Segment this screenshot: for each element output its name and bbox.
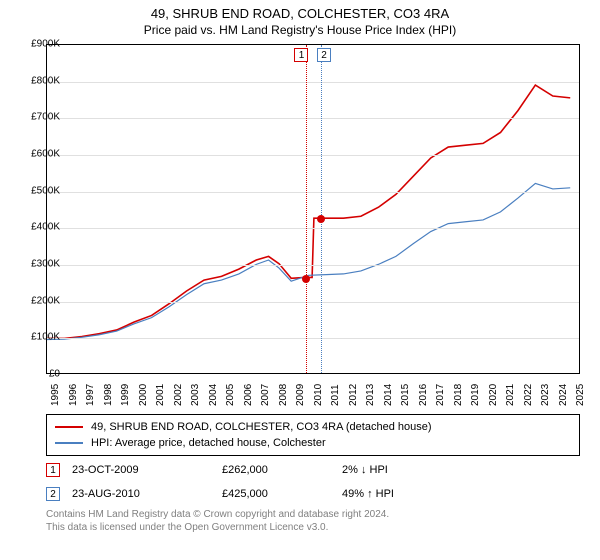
event-marker: 2: [46, 487, 60, 501]
y-axis-label: £200K: [31, 295, 60, 306]
marker-flag: 1: [294, 48, 308, 62]
x-axis-label: 2020: [488, 384, 499, 406]
legend-swatch: [55, 442, 83, 444]
license-line2: This data is licensed under the Open Gov…: [46, 521, 580, 534]
x-axis-label: 2008: [278, 384, 289, 406]
x-axis-label: 2024: [558, 384, 569, 406]
marker-flag: 2: [317, 48, 331, 62]
x-axis-label: 1998: [103, 384, 114, 406]
x-axis-label: 2001: [155, 384, 166, 406]
plot-area: [46, 44, 580, 374]
x-axis-label: 2023: [540, 384, 551, 406]
chart-title: 49, SHRUB END ROAD, COLCHESTER, CO3 4RA: [0, 6, 600, 21]
x-axis-label: 2006: [243, 384, 254, 406]
x-axis-label: 2002: [173, 384, 184, 406]
x-axis-label: 1995: [50, 384, 61, 406]
chart-container: { "title": "49, SHRUB END ROAD, COLCHEST…: [0, 0, 600, 560]
y-axis-label: £900K: [31, 39, 60, 50]
x-axis-label: 2021: [505, 384, 516, 406]
event-price: £262,000: [222, 464, 342, 476]
x-axis-label: 2013: [365, 384, 376, 406]
legend-item: 49, SHRUB END ROAD, COLCHESTER, CO3 4RA …: [55, 419, 571, 435]
gridline: [47, 265, 579, 266]
x-axis-label: 2004: [208, 384, 219, 406]
event-marker: 1: [46, 463, 60, 477]
x-axis-label: 2017: [435, 384, 446, 406]
y-axis-label: £800K: [31, 75, 60, 86]
legend-swatch: [55, 426, 83, 428]
x-axis-label: 2009: [295, 384, 306, 406]
series-price: [47, 85, 570, 338]
x-axis-label: 1997: [85, 384, 96, 406]
gridline: [47, 192, 579, 193]
event-delta: 49% ↑ HPI: [342, 488, 462, 500]
gridline: [47, 155, 579, 156]
x-axis-label: 2000: [138, 384, 149, 406]
x-axis-label: 2003: [190, 384, 201, 406]
x-axis-label: 2025: [575, 384, 586, 406]
marker-vline: [321, 45, 322, 373]
line-layer: [47, 45, 579, 373]
legend-box: 49, SHRUB END ROAD, COLCHESTER, CO3 4RA …: [46, 414, 580, 456]
x-axis-label: 2022: [523, 384, 534, 406]
y-axis-label: £0: [49, 369, 60, 380]
x-axis-label: 2015: [400, 384, 411, 406]
event-price: £425,000: [222, 488, 342, 500]
y-axis-label: £700K: [31, 112, 60, 123]
gridline: [47, 228, 579, 229]
legend-label: 49, SHRUB END ROAD, COLCHESTER, CO3 4RA …: [91, 421, 432, 433]
gridline: [47, 338, 579, 339]
y-axis-label: £400K: [31, 222, 60, 233]
series-hpi: [47, 183, 570, 339]
y-axis-label: £500K: [31, 185, 60, 196]
marker-dot: [317, 215, 325, 223]
x-axis-label: 2019: [470, 384, 481, 406]
x-axis-label: 1996: [68, 384, 79, 406]
event-date: 23-AUG-2010: [72, 488, 222, 500]
legend-label: HPI: Average price, detached house, Colc…: [91, 437, 326, 449]
gridline: [47, 302, 579, 303]
x-axis-label: 2011: [330, 384, 341, 406]
x-axis-label: 2016: [418, 384, 429, 406]
event-date: 23-OCT-2009: [72, 464, 222, 476]
event-row: 2 23-AUG-2010£425,00049% ↑ HPI: [46, 484, 580, 504]
x-axis-label: 2012: [348, 384, 359, 406]
x-axis-label: 1999: [120, 384, 131, 406]
y-axis-label: £100K: [31, 332, 60, 343]
gridline: [47, 82, 579, 83]
x-axis-label: 2014: [383, 384, 394, 406]
marker-vline: [306, 45, 307, 373]
event-delta: 2% ↓ HPI: [342, 464, 462, 476]
title-block: 49, SHRUB END ROAD, COLCHESTER, CO3 4RA …: [0, 0, 600, 39]
events-table: 1 23-OCT-2009£262,0002% ↓ HPI 2 23-AUG-2010…: [46, 456, 580, 504]
gridline: [47, 118, 579, 119]
x-axis-label: 2005: [225, 384, 236, 406]
x-axis-label: 2018: [453, 384, 464, 406]
x-axis-label: 2007: [260, 384, 271, 406]
y-axis-label: £300K: [31, 259, 60, 270]
license-text: Contains HM Land Registry data © Crown c…: [46, 508, 580, 534]
event-row: 1 23-OCT-2009£262,0002% ↓ HPI: [46, 460, 580, 480]
y-axis-label: £600K: [31, 149, 60, 160]
chart-subtitle: Price paid vs. HM Land Registry's House …: [0, 23, 600, 37]
x-axis-label: 2010: [313, 384, 324, 406]
marker-dot: [302, 275, 310, 283]
legend-item: HPI: Average price, detached house, Colc…: [55, 435, 571, 451]
license-line1: Contains HM Land Registry data © Crown c…: [46, 508, 580, 521]
